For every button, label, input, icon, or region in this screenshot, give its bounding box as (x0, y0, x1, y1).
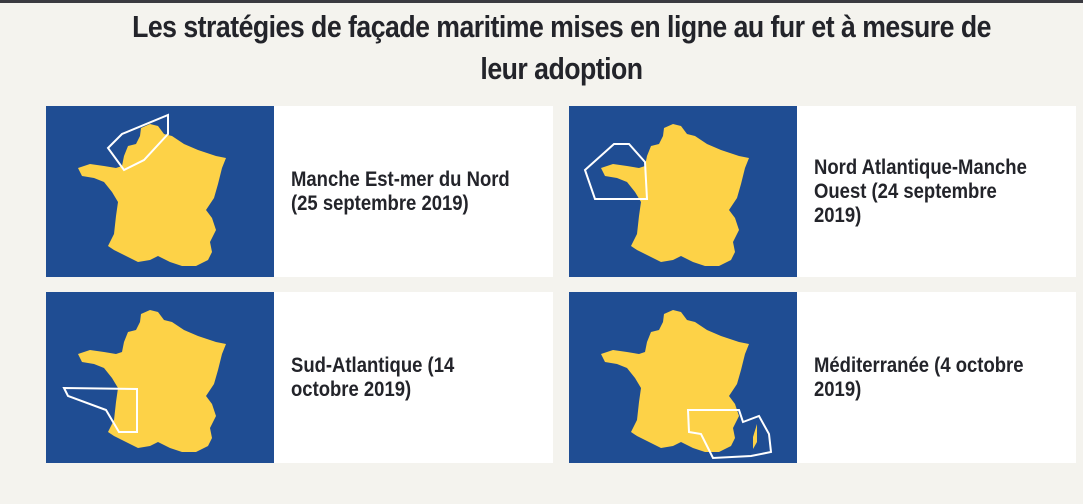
strategy-card-manche-est[interactable]: Manche Est-mer du Nord (25 septembre 201… (46, 106, 553, 277)
france-map-nord-atlantique-icon (569, 106, 797, 277)
france-map-sud-atlantique-icon (46, 292, 274, 463)
strategy-card-nord-atlantique[interactable]: Nord Atlantique-Manche Ouest (24 septemb… (569, 106, 1076, 277)
france-map-mediterranee-icon (569, 292, 797, 463)
card-label: Méditerranée (4 octobre 2019) (814, 353, 1024, 401)
strategy-card-sud-atlantique[interactable]: Sud-Atlantique (14 octobre 2019) (46, 292, 553, 463)
card-label: Nord Atlantique-Manche Ouest (24 septemb… (814, 155, 1027, 227)
strategy-card-mediterranee[interactable]: Méditerranée (4 octobre 2019) (569, 292, 1076, 463)
france-map-manche-est-icon (46, 106, 274, 277)
top-border (0, 0, 1083, 3)
card-label: Sud-Atlantique (14 octobre 2019) (291, 353, 455, 401)
card-label: Manche Est-mer du Nord (25 septembre 201… (291, 167, 510, 215)
page-title: Les stratégies de façade maritime mises … (132, 9, 991, 86)
